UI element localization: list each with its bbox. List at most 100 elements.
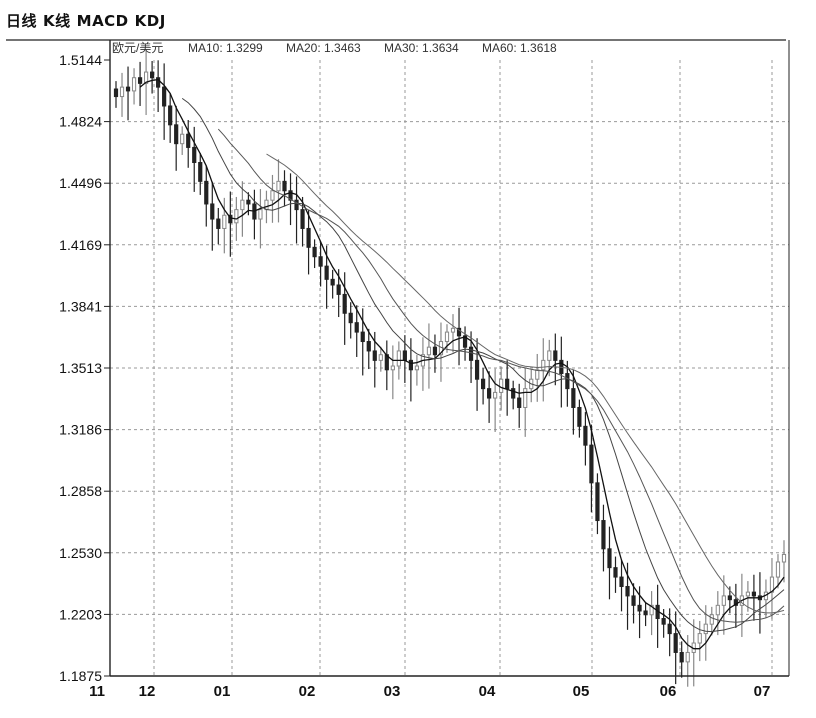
candle-body xyxy=(390,365,395,371)
candle-body xyxy=(643,610,648,616)
candle-body xyxy=(372,350,377,361)
candle-body xyxy=(577,406,582,427)
tab-macd[interactable]: MACD xyxy=(76,12,129,30)
candle-body xyxy=(535,369,540,380)
candle-body xyxy=(174,124,179,145)
candle-body xyxy=(456,327,462,337)
candle-body xyxy=(156,77,161,88)
ma10-line xyxy=(139,78,785,650)
candle-body xyxy=(354,322,359,333)
candle-body xyxy=(113,88,119,98)
candle-body xyxy=(396,350,401,367)
candle-body xyxy=(589,444,594,484)
candle-body xyxy=(210,203,215,220)
grid xyxy=(110,60,789,676)
candle-body xyxy=(679,651,684,663)
candle-body xyxy=(499,378,504,393)
candle-body xyxy=(721,595,726,606)
candle-body xyxy=(360,331,365,343)
candle-body xyxy=(270,190,275,201)
candle-body xyxy=(366,341,371,352)
candle-body xyxy=(282,180,287,192)
x-tick-label: 12 xyxy=(139,683,156,700)
y-tick-label: 1.4169 xyxy=(59,237,102,253)
candle-body xyxy=(180,133,185,145)
candle-body xyxy=(715,604,720,616)
ma20-line xyxy=(181,97,785,633)
candle-body xyxy=(119,86,125,98)
candle-body xyxy=(565,373,570,390)
candle-body xyxy=(583,425,588,446)
y-tick-label: 1.4824 xyxy=(59,114,102,130)
tab-kline[interactable]: K线 xyxy=(43,12,71,30)
candle-body xyxy=(192,146,197,164)
y-tick-label: 1.2858 xyxy=(59,483,102,499)
candle-body xyxy=(685,651,690,663)
y-tick-label: 1.3186 xyxy=(59,422,102,438)
candle-body xyxy=(745,591,750,597)
ma-legend: 欧元/美元 MA10: 1.3299 MA20: 1.3463 MA30: 1.… xyxy=(112,41,557,55)
candle-body xyxy=(625,585,630,597)
x-tick-label: 07 xyxy=(754,683,771,700)
x-tick-label: 05 xyxy=(573,683,590,700)
candle-body xyxy=(294,199,299,211)
x-tick-label: 03 xyxy=(384,683,401,700)
candle-body xyxy=(649,604,654,616)
candle-body xyxy=(523,388,528,408)
candle-body xyxy=(402,350,407,361)
candle-body xyxy=(150,71,155,79)
candle-body xyxy=(426,346,432,356)
candle-body xyxy=(264,199,269,211)
candle-body xyxy=(240,199,245,211)
ma30-line xyxy=(217,128,785,623)
candle-body xyxy=(234,209,239,224)
candle-body xyxy=(667,623,672,635)
tab-kdj[interactable]: KDJ xyxy=(134,12,166,30)
candle-body xyxy=(571,388,576,408)
candle-body xyxy=(468,346,474,361)
candle-body xyxy=(547,350,552,361)
candle-body xyxy=(462,335,468,348)
candle-body xyxy=(228,214,233,224)
candle-body xyxy=(312,246,317,258)
tab-daily[interactable]: 日线 xyxy=(6,12,38,30)
candle-body xyxy=(246,199,251,205)
candle-body xyxy=(661,618,666,625)
candle-body xyxy=(125,86,131,92)
candle-body xyxy=(216,218,221,229)
candle-body xyxy=(222,214,227,229)
legend-ma10: MA10: 1.3299 xyxy=(188,41,263,55)
candle-body xyxy=(751,591,757,597)
candle-body xyxy=(709,614,714,625)
candles xyxy=(113,49,787,687)
candle-body xyxy=(408,359,413,371)
candle-body xyxy=(487,388,492,399)
y-tick-label: 1.2203 xyxy=(59,606,102,622)
legend-ma30: MA30: 1.3634 xyxy=(384,41,459,55)
y-tick-label: 1.2530 xyxy=(59,545,102,561)
legend-ma20: MA20: 1.3463 xyxy=(286,41,361,55)
candle-body xyxy=(276,180,281,192)
y-tick-label: 1.3841 xyxy=(59,298,102,314)
candle-body xyxy=(258,209,263,220)
candle-body xyxy=(348,312,353,324)
candle-body xyxy=(336,284,341,295)
candle-body xyxy=(553,350,558,361)
y-tick-label: 1.3513 xyxy=(59,360,102,376)
x-tick-label: 11 xyxy=(89,683,105,700)
candle-body xyxy=(517,397,522,408)
candle-body xyxy=(168,105,173,126)
candle-body xyxy=(474,359,480,380)
candle-body xyxy=(607,548,612,569)
candle-body xyxy=(613,567,618,578)
candle-body xyxy=(324,265,329,280)
candle-body xyxy=(330,278,335,286)
candle-body xyxy=(162,86,167,107)
x-tick-label: 02 xyxy=(299,683,316,700)
candle-body xyxy=(450,327,456,333)
legend-symbol: 欧元/美元 xyxy=(112,41,163,55)
candle-body xyxy=(342,293,347,314)
candle-body xyxy=(637,604,642,612)
